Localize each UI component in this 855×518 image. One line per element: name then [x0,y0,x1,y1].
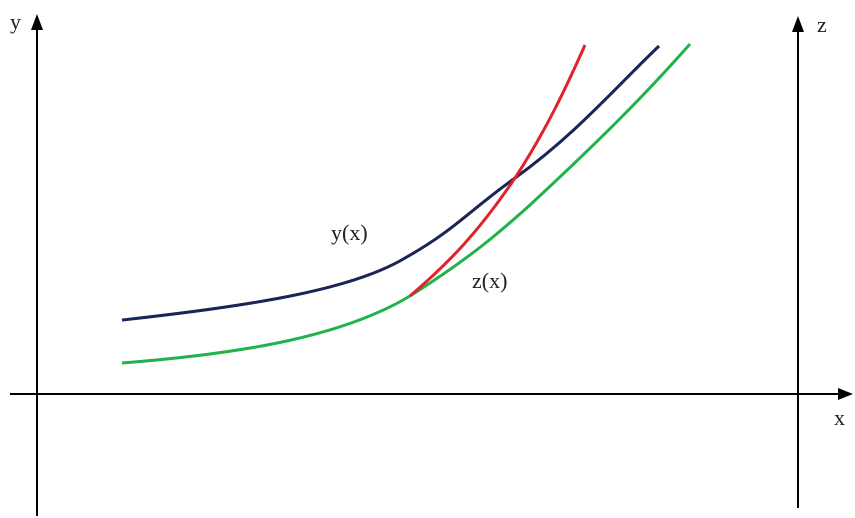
x-axis-arrowhead [838,388,853,400]
curve-red [409,44,587,298]
x-axis-label: x [834,405,845,430]
y-axis-arrowhead [31,14,43,30]
z-axis-label: z [817,12,827,37]
curve-z-label: z(x) [472,268,507,293]
z-axis-arrowhead [792,16,804,32]
y-axis-label: y [10,9,21,34]
curve-z [121,43,692,365]
curve-y [121,44,661,322]
curve-y-label: y(x) [331,220,368,245]
